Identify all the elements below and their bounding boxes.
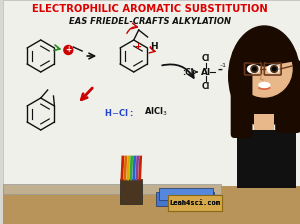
Text: :Cl: :Cl bbox=[182, 67, 194, 77]
Text: AlCl$_3$: AlCl$_3$ bbox=[144, 106, 167, 118]
Ellipse shape bbox=[229, 26, 300, 126]
FancyBboxPatch shape bbox=[237, 130, 296, 188]
FancyBboxPatch shape bbox=[231, 60, 252, 138]
Circle shape bbox=[64, 45, 73, 54]
FancyBboxPatch shape bbox=[275, 60, 300, 133]
Circle shape bbox=[271, 65, 278, 73]
Text: Al: Al bbox=[201, 67, 211, 77]
Text: H: H bbox=[150, 41, 158, 50]
Text: +: + bbox=[65, 45, 71, 54]
Circle shape bbox=[251, 65, 258, 73]
Ellipse shape bbox=[267, 65, 279, 73]
Text: Cl: Cl bbox=[202, 54, 210, 62]
FancyBboxPatch shape bbox=[3, 184, 221, 194]
Text: Cl: Cl bbox=[202, 82, 210, 90]
FancyBboxPatch shape bbox=[3, 186, 300, 224]
FancyBboxPatch shape bbox=[120, 179, 142, 204]
Wedge shape bbox=[236, 37, 292, 66]
FancyBboxPatch shape bbox=[254, 114, 274, 136]
FancyBboxPatch shape bbox=[160, 188, 213, 200]
Text: Leah4sci.com: Leah4sci.com bbox=[169, 200, 220, 206]
Text: –1: –1 bbox=[219, 62, 226, 67]
Circle shape bbox=[253, 67, 256, 71]
Circle shape bbox=[237, 41, 292, 97]
Text: ELECTROPHILIC AROMATIC SUBSTITUTION: ELECTROPHILIC AROMATIC SUBSTITUTION bbox=[32, 4, 267, 14]
Text: +: + bbox=[134, 41, 141, 50]
Text: Leah4sci.com: Leah4sci.com bbox=[169, 200, 220, 206]
Circle shape bbox=[272, 67, 276, 71]
Text: –: – bbox=[218, 65, 222, 75]
FancyBboxPatch shape bbox=[168, 195, 222, 211]
Ellipse shape bbox=[259, 82, 270, 88]
FancyBboxPatch shape bbox=[3, 0, 300, 188]
FancyBboxPatch shape bbox=[157, 192, 214, 206]
Ellipse shape bbox=[248, 65, 260, 73]
Text: H$-$Cl :: H$-$Cl : bbox=[104, 106, 134, 118]
Text: EAS FRIEDEL-CRAFTS ALKYLATION: EAS FRIEDEL-CRAFTS ALKYLATION bbox=[69, 17, 231, 26]
